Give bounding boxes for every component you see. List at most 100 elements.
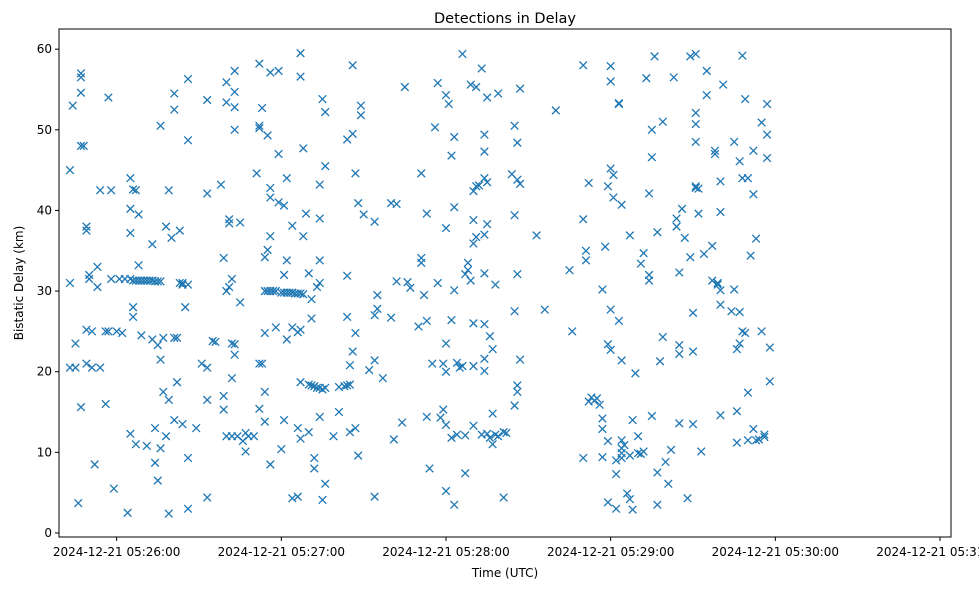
data-point [469,319,478,328]
data-point [320,479,330,489]
data-point [128,302,138,312]
data-point [642,73,651,83]
data-point [106,186,116,195]
data-point [699,249,709,259]
data-point [735,156,744,166]
data-point [675,268,684,277]
data-point [307,381,316,390]
y-tick-label-2: 20 [37,365,52,379]
data-point [320,107,330,117]
data-point [76,69,86,78]
data-point [425,464,434,473]
data-point [716,285,725,295]
data-point [222,77,231,87]
x-tick-label-1: 2024-12-21 05:27:00 [218,545,345,559]
data-point [159,333,168,343]
data-point [82,222,91,231]
data-point [480,130,489,139]
data-point [351,423,360,433]
data-point [170,105,179,114]
data-point [348,347,357,356]
data-point [400,82,410,92]
data-point [167,233,176,243]
data-point [197,359,206,368]
data-point [628,415,637,425]
data-point [274,149,283,159]
data-point [356,101,366,110]
data-point [268,286,278,296]
data-point [301,209,311,218]
data-point [502,428,511,438]
data-point [230,340,239,349]
data-point [452,358,462,368]
data-point [101,327,110,336]
data-point [647,411,657,421]
data-point [480,147,489,156]
data-point [356,111,366,120]
y-tick-label-0: 0 [44,526,52,540]
data-point [274,66,283,76]
data-point [370,310,379,320]
data-point [128,185,138,194]
data-point [617,200,626,210]
data-point [422,209,432,218]
data-point [581,256,591,265]
data-point [578,215,588,224]
data-point [757,118,766,127]
data-point [513,387,522,397]
data-point [342,381,352,390]
data-point [219,405,228,414]
data-point [351,328,360,338]
data-point [551,106,561,115]
data-point [156,121,165,131]
data-point [765,343,775,352]
data-point [304,269,314,278]
data-point [95,363,105,372]
data-point [532,231,541,240]
data-point [117,328,127,338]
data-point [123,508,132,518]
data-point [274,198,283,207]
y-axis: 0 10 20 30 40 50 60 [37,42,59,540]
data-point [183,280,193,289]
data-point [216,180,226,189]
data-point [65,278,75,288]
data-point [271,286,281,296]
data-point [95,186,105,195]
data-point [76,73,86,82]
data-point [510,211,519,220]
data-point [266,231,275,241]
data-point [422,412,432,422]
data-point [296,325,305,335]
data-point [183,136,193,145]
data-point [93,262,102,272]
data-point [639,447,648,456]
data-point [460,431,470,440]
data-point [746,251,755,260]
data-point [307,314,316,323]
y-tick-label-6: 60 [37,42,52,56]
data-point [653,468,662,477]
data-point [716,410,725,420]
data-point [480,230,489,239]
data-point [447,151,456,160]
data-point [304,380,314,389]
data-point [567,327,577,336]
data-point [296,289,305,298]
data-point [227,339,237,348]
data-point [257,359,267,368]
data-point [370,217,379,226]
data-point [441,339,451,348]
data-point [688,308,698,318]
data-point [639,248,648,258]
data-point [150,458,160,468]
data-point [732,406,742,416]
data-point [677,204,687,214]
data-point [738,327,747,336]
data-point [578,61,588,70]
data-point [702,90,711,100]
data-point [208,336,217,346]
data-point [255,123,264,133]
data-point [230,350,239,360]
data-point [513,381,522,390]
